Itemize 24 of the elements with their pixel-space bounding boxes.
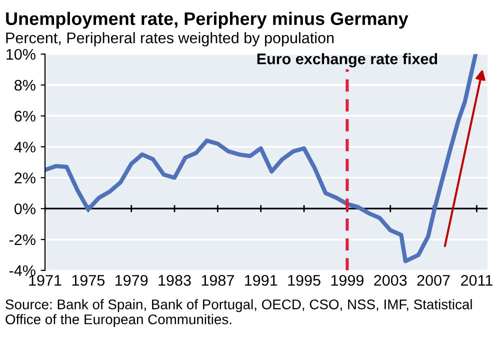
x-tick-label: 1995	[288, 274, 320, 286]
y-tick-label: -2%	[9, 234, 36, 246]
y-tick-label: 2%	[14, 172, 36, 184]
y-tick-label: 6%	[14, 110, 36, 122]
x-tick-label: 1979	[116, 274, 148, 286]
x-tick-label: 1999	[331, 274, 364, 286]
x-tick-label: 1975	[72, 274, 105, 286]
x-tick-label: 2003	[374, 274, 407, 286]
chart-title: Unemployment rate, Periphery minus Germany	[6, 12, 408, 29]
source-note: Source: Bank of Spain, Bank of Portugal, OECD, CSO, NSS, IMF, Statistical Office of the European Communities.	[6, 299, 472, 328]
x-tick-label: 2007	[417, 274, 450, 286]
x-tick-label: 1987	[202, 274, 234, 286]
y-tick-label: 0%	[14, 203, 36, 214]
x-tick-label: 1991	[245, 274, 278, 286]
ref-line-label: Euro exchange rate fixed	[257, 53, 438, 68]
chart-subtitle: Percent, Peripheral rates weighted by population	[6, 32, 334, 46]
x-tick-label: 1983	[158, 274, 191, 286]
y-tick-label: 10%	[6, 48, 36, 60]
y-tick-label: 4%	[14, 142, 36, 152]
line-series	[45, 54, 478, 264]
y-tick-label: 8%	[14, 80, 36, 91]
y-tick-label: -4%	[9, 265, 36, 276]
x-tick-label: 1971	[29, 274, 62, 286]
x-tick-label: 2011	[461, 274, 492, 286]
